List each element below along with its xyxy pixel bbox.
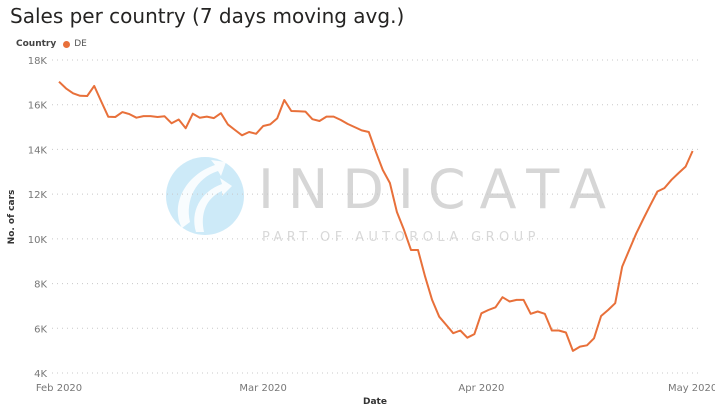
indicata-watermark: INDICATA PART OF AUTOROLA GROUP [166,157,620,245]
x-axis-label: Date [363,397,387,407]
y-tick-label: 18K [28,56,48,67]
legend: Country DE [16,39,87,49]
x-tick-label: Feb 2020 [36,383,82,394]
x-tick-label: May 2020 [668,383,715,394]
y-tick-label: 4K [34,369,47,380]
legend-title: Country [16,39,57,49]
watermark-tagline: PART OF AUTOROLA GROUP [262,230,540,245]
x-tick-label: Apr 2020 [458,383,504,394]
y-tick-label: 8K [34,280,47,291]
series-line-de [58,80,694,352]
y-tick-label: 10K [28,235,48,246]
x-tick-label: Mar 2020 [239,383,287,394]
y-tick-label: 16K [28,101,48,112]
chart-title: Sales per country (7 days moving avg.) [10,4,405,28]
watermark-brand: INDICATA [258,158,620,221]
legend-label-de[interactable]: DE [74,39,87,49]
y-axis-label: No. of cars [7,190,17,245]
y-tick-label: 14K [28,145,48,156]
y-tick-label: 12K [28,190,48,201]
legend-marker-de [63,40,71,48]
y-tick-label: 6K [34,324,47,335]
logo-arrow-icon [194,178,232,232]
